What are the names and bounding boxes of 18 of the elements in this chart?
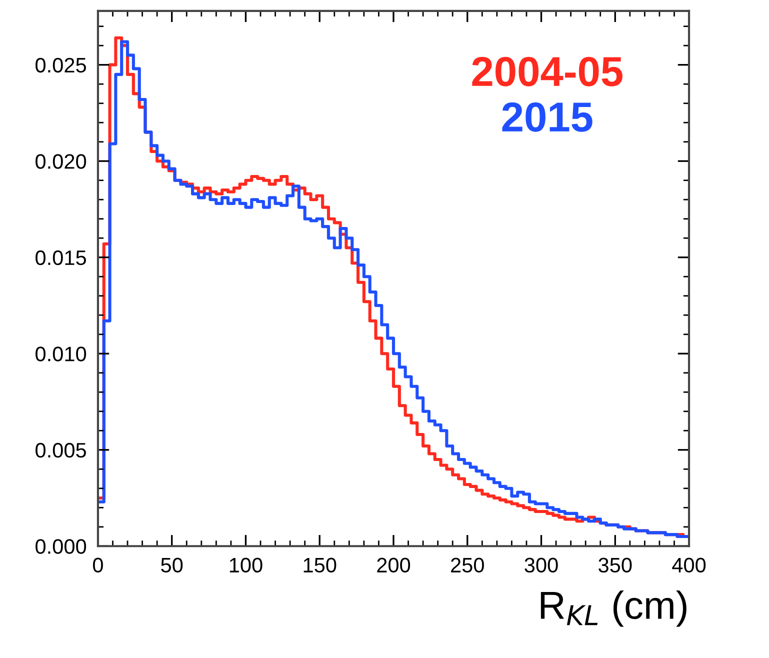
y-tick-label: 0.025 bbox=[36, 58, 86, 73]
x-tick-label: 100 bbox=[230, 558, 262, 573]
x-tick-label: 250 bbox=[451, 558, 484, 573]
x-tick-label: 0 bbox=[92, 558, 103, 573]
x-axis-title: R$_{KL}$ (cm) bbox=[540, 590, 686, 627]
y-tick-label: 0.015 bbox=[36, 250, 86, 266]
x-tick-label: 400 bbox=[672, 558, 706, 573]
x-tick-label: 200 bbox=[377, 558, 410, 573]
text: 2015 bbox=[502, 102, 592, 132]
y-tick-label: 0.020 bbox=[36, 154, 86, 169]
x-tick-label: 50 bbox=[161, 558, 183, 573]
x-tick-label: 350 bbox=[598, 558, 632, 573]
text: 2004-05 bbox=[472, 56, 622, 86]
y-tick-label: 0.000 bbox=[36, 539, 86, 554]
x-tick-label: 300 bbox=[524, 558, 558, 573]
x-tick-label: 150 bbox=[304, 558, 336, 573]
y-tick-label: 0.010 bbox=[36, 346, 86, 362]
y-tick-label: 0.005 bbox=[36, 442, 86, 458]
